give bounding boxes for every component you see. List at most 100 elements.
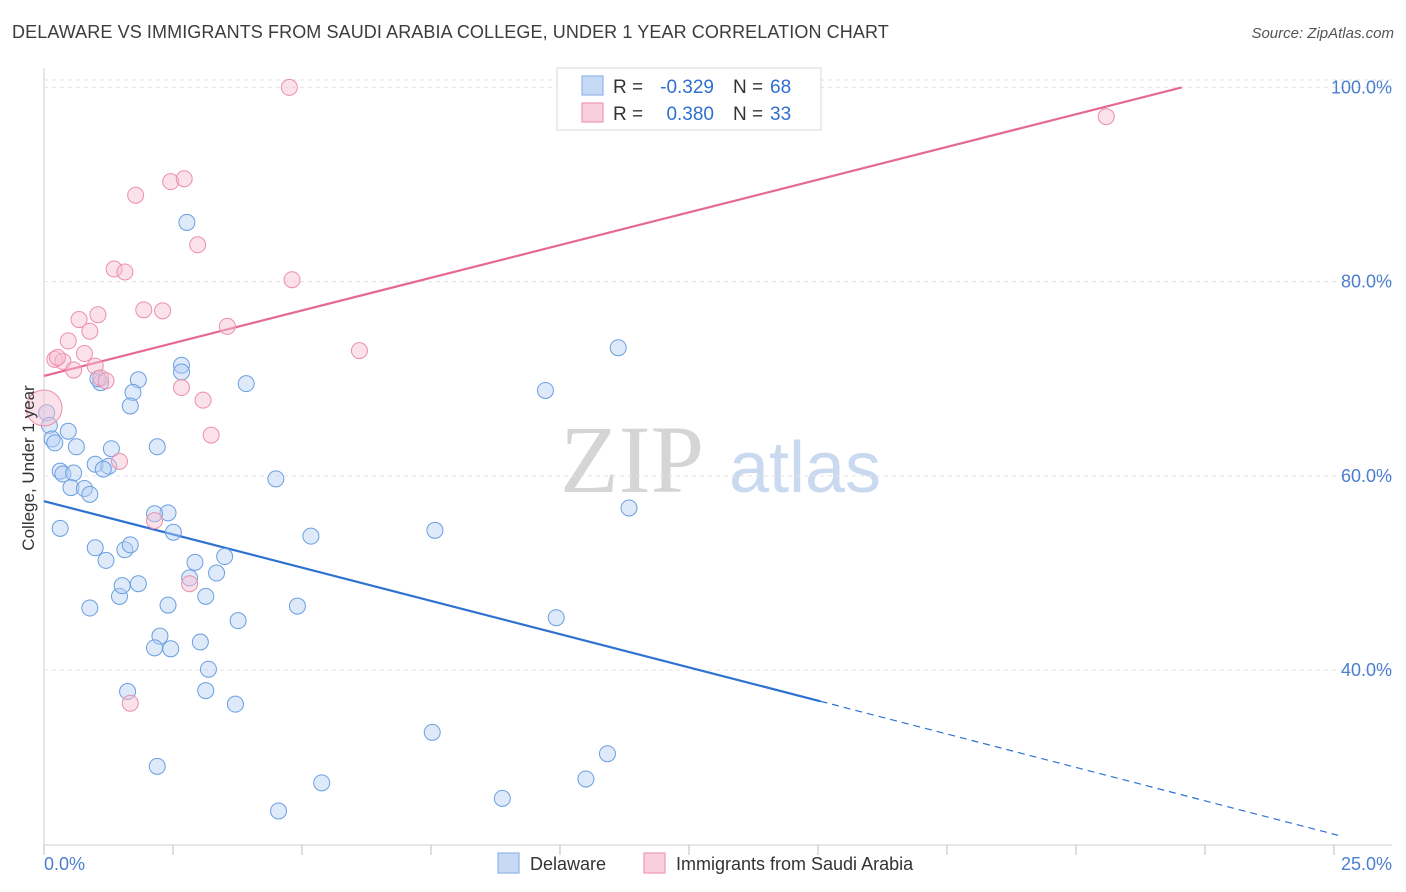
saudi-point xyxy=(146,512,164,530)
delaware-point xyxy=(547,609,565,627)
saudi-point xyxy=(97,372,115,390)
saudi-point xyxy=(172,379,190,397)
delaware-point xyxy=(65,464,83,482)
delaware-point xyxy=(199,660,217,678)
legend-swatch-saudi xyxy=(581,102,604,123)
delaware-point xyxy=(146,505,164,523)
delaware-point xyxy=(620,499,638,517)
trend-line xyxy=(43,86,1182,377)
delaware-point xyxy=(148,438,166,456)
saudi-point xyxy=(110,452,128,470)
saudi-point xyxy=(283,271,301,289)
delaware-point xyxy=(59,422,77,440)
saudi-point xyxy=(121,694,139,712)
delaware-point xyxy=(197,682,215,700)
saudi-point xyxy=(218,317,236,335)
y-tick-label: 40.0% xyxy=(1341,660,1392,680)
delaware-point xyxy=(124,383,142,401)
delaware-point xyxy=(313,774,331,792)
delaware-point xyxy=(46,434,64,452)
delaware-point xyxy=(113,577,131,595)
chart-title: DELAWARE VS IMMIGRANTS FROM SAUDI ARABIA… xyxy=(12,22,889,42)
delaware-point xyxy=(267,470,285,488)
legend-r-value-delaware: -0.329 xyxy=(660,77,714,98)
x-tick-label-min: 0.0% xyxy=(44,854,85,874)
bottom-legend-swatch-delaware xyxy=(497,852,520,874)
saudi-point xyxy=(350,342,368,360)
delaware-point xyxy=(172,356,190,374)
legend-n-value-delaware: 68 xyxy=(770,77,791,98)
y-axis-title: College, Under 1 year xyxy=(19,385,38,551)
legend-swatch-delaware xyxy=(581,75,604,96)
delaware-point xyxy=(164,523,182,541)
delaware-point xyxy=(81,485,99,503)
delaware-point xyxy=(148,757,166,775)
delaware-point xyxy=(81,599,99,617)
delaware-point xyxy=(100,457,118,475)
saudi-point xyxy=(135,301,153,319)
bottom-legend: Delaware Immigrants from Saudi Arabia xyxy=(497,852,914,874)
delaware-point xyxy=(102,440,120,458)
saudi-point xyxy=(48,348,66,366)
legend-r-label-1: R = xyxy=(613,77,643,98)
y-tick-label: 60.0% xyxy=(1341,466,1392,486)
y-tick-label: 80.0% xyxy=(1341,272,1392,292)
y-tick-label: 100.0% xyxy=(1331,77,1392,97)
saudi-point xyxy=(105,260,123,278)
bottom-legend-label-delaware: Delaware xyxy=(530,854,606,874)
delaware-point xyxy=(38,404,56,422)
delaware-point xyxy=(181,569,199,587)
watermark-atlas: atlas xyxy=(729,428,881,508)
delaware-point xyxy=(197,587,215,605)
delaware-point xyxy=(288,597,306,615)
saudi-point xyxy=(127,186,145,204)
delaware-point xyxy=(146,639,164,657)
source-label: Source: ZipAtlas.com xyxy=(1251,25,1394,42)
delaware-point xyxy=(172,363,190,381)
trend-line-extension xyxy=(820,700,1339,836)
stats-legend: R = -0.329 N = 68 R = 0.380 N = 33 xyxy=(556,67,822,131)
delaware-point xyxy=(609,339,627,357)
delaware-point xyxy=(162,640,180,658)
delaware-point xyxy=(86,455,104,473)
legend-r-label-2: R = xyxy=(613,104,643,125)
saudi-point xyxy=(162,173,180,191)
delaware-point xyxy=(423,723,441,741)
legend-r-value-saudi: 0.380 xyxy=(666,104,714,125)
saudi-point xyxy=(92,369,110,387)
trend-line xyxy=(43,500,821,703)
saudi-point xyxy=(181,575,199,593)
saudi-point xyxy=(175,170,193,188)
saudi-point xyxy=(154,302,172,320)
delaware-point xyxy=(208,564,226,582)
delaware-point xyxy=(426,521,444,539)
delaware-point xyxy=(493,789,511,807)
delaware-point xyxy=(229,612,247,630)
saudi-point xyxy=(202,426,220,444)
bottom-legend-label-saudi: Immigrants from Saudi Arabia xyxy=(676,854,914,874)
saudi-point xyxy=(280,78,298,96)
delaware-point xyxy=(121,536,139,554)
legend-n-label-2: N = xyxy=(733,104,763,125)
delaware-point xyxy=(270,802,288,820)
saudi-point xyxy=(65,361,83,379)
delaware-point xyxy=(121,397,139,415)
delaware-point xyxy=(216,548,234,566)
saudi-point xyxy=(81,322,99,340)
delaware-point xyxy=(191,633,209,651)
delaware-point xyxy=(186,553,204,571)
saudi-point xyxy=(75,345,93,363)
saudi-point xyxy=(194,391,212,409)
delaware-point xyxy=(97,551,115,569)
delaware-point xyxy=(577,770,595,788)
legend-n-value-saudi: 33 xyxy=(770,104,791,125)
delaware-point xyxy=(598,745,616,763)
saudi-point xyxy=(1097,108,1115,126)
saudi-point xyxy=(189,236,207,254)
saudi-point xyxy=(59,332,77,350)
watermark-zip: ZIP xyxy=(560,406,704,513)
x-tick-label-max: 25.0% xyxy=(1341,854,1392,874)
delaware-point xyxy=(237,375,255,393)
delaware-point xyxy=(302,527,320,545)
